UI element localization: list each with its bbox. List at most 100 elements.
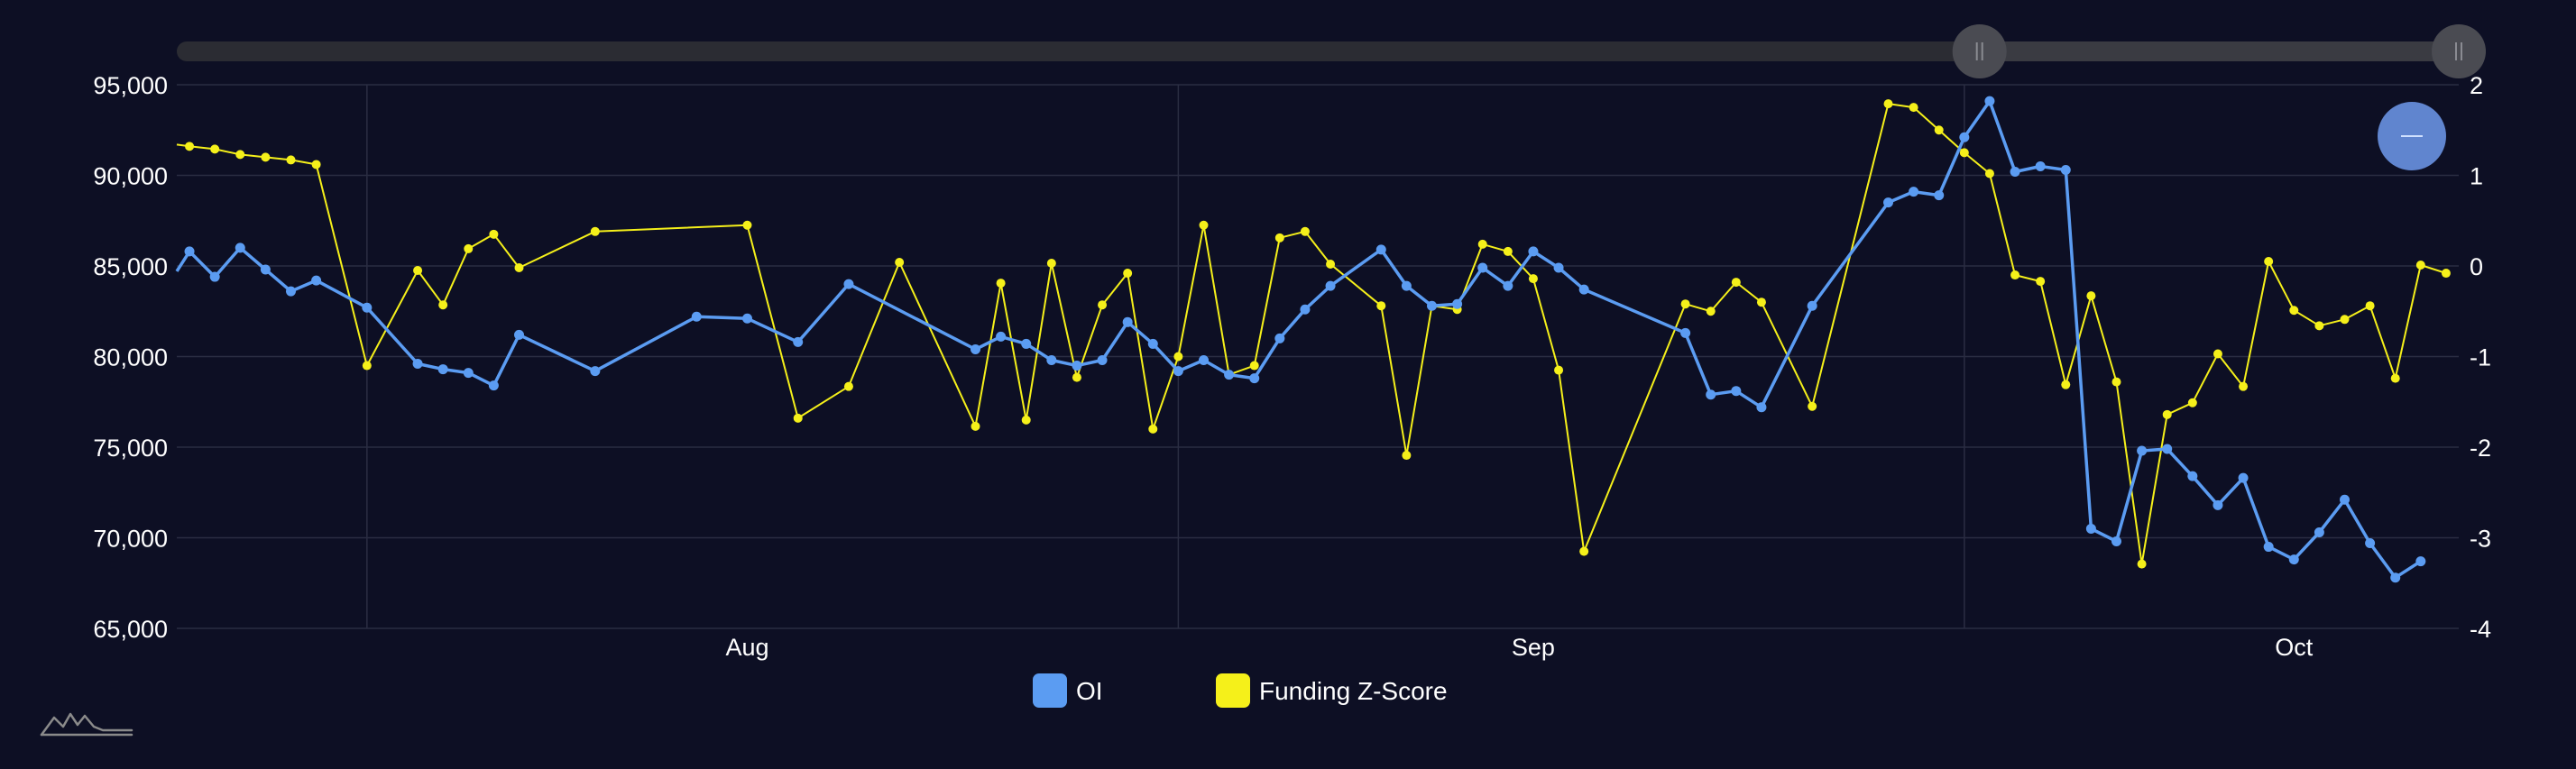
data-point[interactable]: [1909, 103, 1918, 113]
data-point[interactable]: [2314, 321, 2324, 331]
data-point[interactable]: [1477, 262, 1488, 273]
data-point[interactable]: [235, 243, 245, 253]
data-point[interactable]: [1503, 280, 1513, 291]
legend-item-funding[interactable]: Funding Z-Score: [1216, 673, 1448, 708]
data-point[interactable]: [1249, 373, 1260, 384]
data-point[interactable]: [362, 361, 372, 371]
data-point[interactable]: [185, 142, 195, 151]
data-point[interactable]: [1123, 269, 1133, 279]
data-point[interactable]: [1883, 197, 1893, 208]
data-point[interactable]: [1503, 246, 1513, 256]
data-point[interactable]: [438, 300, 448, 310]
data-point[interactable]: [1706, 389, 1716, 400]
data-point[interactable]: [996, 279, 1006, 288]
data-point[interactable]: [261, 152, 271, 162]
data-point[interactable]: [590, 226, 600, 236]
data-point[interactable]: [1554, 365, 1564, 375]
data-point[interactable]: [1807, 300, 1817, 311]
data-point[interactable]: [1326, 259, 1336, 269]
data-point[interactable]: [1376, 301, 1386, 311]
data-point[interactable]: [362, 302, 373, 313]
data-point[interactable]: [2239, 381, 2249, 391]
data-point[interactable]: [1959, 132, 1970, 142]
data-point[interactable]: [843, 279, 854, 289]
data-point[interactable]: [2263, 542, 2274, 553]
data-point[interactable]: [1756, 402, 1767, 413]
data-point[interactable]: [1249, 361, 1259, 371]
data-point[interactable]: [2035, 160, 2046, 171]
data-point[interactable]: [1147, 338, 1158, 349]
data-point[interactable]: [1097, 355, 1108, 366]
data-point[interactable]: [2213, 499, 2223, 510]
data-point[interactable]: [2060, 164, 2071, 175]
data-point[interactable]: [2162, 444, 2173, 454]
data-point[interactable]: [1325, 280, 1336, 291]
data-point[interactable]: [793, 336, 804, 347]
data-point[interactable]: [184, 246, 195, 257]
data-point[interactable]: [412, 359, 423, 370]
data-point[interactable]: [1984, 96, 1995, 106]
data-point[interactable]: [2111, 377, 2121, 387]
data-point[interactable]: [1909, 187, 1919, 197]
data-point[interactable]: [464, 243, 474, 253]
data-point[interactable]: [210, 144, 220, 154]
data-point[interactable]: [2036, 277, 2046, 287]
navigator-track[interactable]: [177, 41, 2486, 61]
data-point[interactable]: [286, 155, 296, 165]
zoom-out-button[interactable]: [2378, 102, 2446, 170]
data-point[interactable]: [2010, 166, 2020, 177]
data-point[interactable]: [1173, 352, 1183, 362]
data-point[interactable]: [1148, 424, 1158, 434]
data-point[interactable]: [996, 331, 1007, 342]
navigator-selected-range[interactable]: [1979, 41, 2459, 61]
data-point[interactable]: [1199, 355, 1209, 366]
data-point[interactable]: [311, 275, 322, 286]
data-point[interactable]: [2340, 494, 2350, 505]
navigator-handle-left[interactable]: [1952, 24, 2007, 78]
data-point[interactable]: [1072, 361, 1082, 371]
legend-item-oi[interactable]: OI: [1033, 673, 1103, 708]
data-point[interactable]: [2264, 256, 2274, 266]
data-point[interactable]: [1808, 401, 1817, 411]
data-point[interactable]: [2187, 471, 2198, 481]
data-point[interactable]: [2289, 306, 2299, 316]
data-point[interactable]: [514, 329, 524, 340]
data-point[interactable]: [1680, 327, 1691, 338]
data-point[interactable]: [1274, 233, 1284, 243]
data-point[interactable]: [209, 271, 220, 282]
data-point[interactable]: [2010, 270, 2020, 280]
data-point[interactable]: [1883, 99, 1893, 109]
data-point[interactable]: [843, 381, 853, 391]
data-point[interactable]: [1021, 338, 1032, 349]
data-point[interactable]: [1731, 386, 1742, 397]
data-point[interactable]: [1072, 372, 1081, 382]
data-point[interactable]: [2365, 538, 2376, 549]
data-point[interactable]: [2213, 349, 2222, 359]
data-point[interactable]: [1578, 284, 1589, 295]
data-point[interactable]: [742, 220, 752, 230]
data-point[interactable]: [1300, 226, 1310, 236]
data-point[interactable]: [1579, 546, 1589, 556]
data-point[interactable]: [1173, 366, 1183, 377]
data-point[interactable]: [437, 364, 448, 375]
data-point[interactable]: [1553, 262, 1564, 273]
data-point[interactable]: [2162, 409, 2172, 419]
data-point[interactable]: [1274, 333, 1285, 343]
data-point[interactable]: [1300, 304, 1311, 315]
data-point[interactable]: [2390, 572, 2401, 583]
data-point[interactable]: [1528, 274, 1538, 284]
data-point[interactable]: [1934, 125, 1944, 135]
data-point[interactable]: [489, 229, 499, 239]
data-point[interactable]: [1680, 299, 1690, 309]
data-point[interactable]: [971, 421, 980, 431]
data-point[interactable]: [1021, 415, 1031, 425]
data-point[interactable]: [260, 264, 271, 275]
data-point[interactable]: [971, 343, 980, 354]
data-point[interactable]: [2365, 301, 2375, 311]
data-point[interactable]: [413, 266, 423, 276]
data-point[interactable]: [1122, 316, 1133, 327]
data-point[interactable]: [1528, 246, 1539, 257]
data-point[interactable]: [514, 263, 524, 273]
data-point[interactable]: [311, 160, 321, 169]
data-point[interactable]: [1934, 190, 1945, 201]
